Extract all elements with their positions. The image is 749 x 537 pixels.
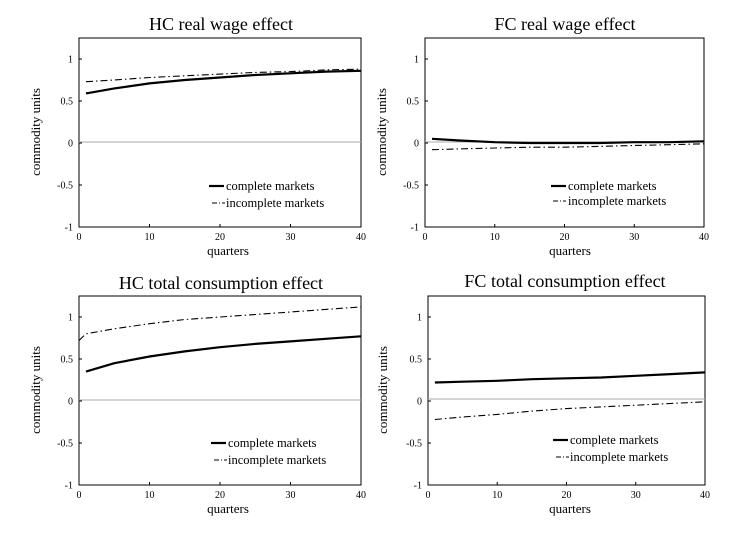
series-line-complete-markets bbox=[431, 137, 705, 145]
x-tick-label: 20 bbox=[560, 232, 570, 243]
panel-fc-total-consumption: FC total consumption effect -1-0.500.51 … bbox=[375, 271, 710, 516]
x-tick-label: 10 bbox=[145, 232, 155, 243]
y-axis-ticks: -1 -0.5 0 0.5 1 bbox=[57, 313, 82, 492]
series-layer bbox=[434, 371, 706, 421]
legend-label-complete: complete markets bbox=[228, 436, 317, 450]
x-axis-label: quarters bbox=[549, 501, 591, 516]
x-tick-label: 20 bbox=[562, 490, 572, 501]
x-tick-label: 30 bbox=[629, 232, 639, 243]
x-tick-label: 40 bbox=[699, 232, 709, 243]
y-tick-label: -1 bbox=[414, 481, 422, 492]
y-axis-ticks: -1 -0.5 0 0.5 1 bbox=[57, 55, 82, 234]
series-layer bbox=[431, 137, 705, 151]
y-axis-label: commodity units bbox=[28, 88, 43, 176]
y-axis-ticks: -1 -0.5 0 0.5 1 bbox=[406, 313, 431, 492]
x-tick-label: 40 bbox=[356, 232, 366, 243]
series-line-incomplete-markets bbox=[431, 143, 705, 151]
y-axis-label: commodity units bbox=[374, 88, 389, 176]
legend-label-complete: complete markets bbox=[568, 179, 657, 193]
y-axis-label: commodity units bbox=[28, 346, 43, 434]
y-tick-label: 1 bbox=[68, 313, 73, 324]
y-tick-label: -1 bbox=[65, 481, 73, 492]
legend-label-complete: complete markets bbox=[226, 179, 315, 193]
y-axis-label: commodity units bbox=[375, 346, 390, 434]
y-tick-label: 0.5 bbox=[410, 355, 423, 366]
panel-title: FC real wage effect bbox=[494, 14, 635, 34]
panel-hc-real-wage: HC real wage effect -1 -0.5 0 0.5 1 0 10 20 30 4… bbox=[28, 14, 366, 258]
x-axis-label: quarters bbox=[207, 501, 249, 516]
y-tick-label: 0.5 bbox=[61, 97, 74, 108]
y-tick-label: 0 bbox=[417, 397, 422, 408]
y-tick-label: 0 bbox=[414, 139, 419, 150]
y-tick-label: 1 bbox=[417, 313, 422, 324]
y-tick-label: 1 bbox=[414, 55, 419, 66]
panel-title: FC total consumption effect bbox=[464, 271, 665, 291]
panel-title: HC total consumption effect bbox=[119, 273, 323, 293]
y-tick-label: -0.5 bbox=[57, 439, 73, 450]
x-tick-label: 20 bbox=[215, 232, 225, 243]
x-tick-label: 30 bbox=[286, 490, 296, 501]
y-tick-label: -0.5 bbox=[406, 439, 422, 450]
panel-fc-real-wage: FC real wage effect -1 -0.5 0 0.5 1 0 10 20 30 4… bbox=[374, 14, 709, 258]
series-line-incomplete-markets bbox=[434, 401, 706, 421]
y-tick-label: -0.5 bbox=[403, 181, 419, 192]
x-axis-ticks: 0 10 20 30 40 bbox=[77, 224, 366, 243]
series-layer bbox=[85, 68, 362, 95]
y-tick-label: 1 bbox=[68, 55, 73, 66]
legend: complete markets incomplete markets bbox=[209, 179, 324, 210]
y-axis-ticks: -1 -0.5 0 0.5 1 bbox=[403, 55, 428, 234]
x-tick-label: 10 bbox=[145, 490, 155, 501]
x-tick-label: 0 bbox=[77, 232, 82, 243]
x-axis-label: quarters bbox=[207, 243, 249, 258]
x-axis-ticks: 0 10 20 30 40 bbox=[426, 482, 710, 501]
x-tick-label: 30 bbox=[631, 490, 641, 501]
x-tick-label: 10 bbox=[490, 232, 500, 243]
y-tick-label: 0 bbox=[68, 139, 73, 150]
x-axis-ticks: 0 10 20 30 40 bbox=[77, 482, 366, 501]
x-tick-label: 40 bbox=[700, 490, 710, 501]
x-axis-ticks: 0 10 20 30 40 bbox=[423, 224, 709, 243]
y-tick-label: -1 bbox=[411, 223, 419, 234]
panel-hc-total-consumption: HC total consumption effect -1-0.500.51 … bbox=[28, 273, 366, 516]
x-tick-label: 20 bbox=[215, 490, 225, 501]
x-tick-label: 0 bbox=[426, 490, 431, 501]
legend-label-incomplete: incomplete markets bbox=[228, 453, 326, 467]
x-tick-label: 0 bbox=[423, 232, 428, 243]
legend: complete markets incomplete markets bbox=[553, 433, 668, 464]
y-tick-label: 0.5 bbox=[407, 97, 420, 108]
legend-label-complete: complete markets bbox=[570, 433, 659, 447]
y-tick-label: -0.5 bbox=[57, 181, 73, 192]
panel-title: HC real wage effect bbox=[149, 14, 293, 34]
legend: complete markets incomplete markets bbox=[211, 436, 326, 467]
legend: complete markets incomplete markets bbox=[551, 179, 666, 208]
x-tick-label: 0 bbox=[77, 490, 82, 501]
series-line-incomplete-markets bbox=[78, 306, 362, 341]
series-layer bbox=[78, 306, 362, 373]
y-tick-label: -1 bbox=[65, 223, 73, 234]
legend-label-incomplete: incomplete markets bbox=[570, 450, 668, 464]
y-tick-label: 0.5 bbox=[61, 355, 74, 366]
series-line-complete-markets bbox=[434, 371, 706, 384]
legend-label-incomplete: incomplete markets bbox=[568, 194, 666, 208]
series-line-complete-markets bbox=[85, 335, 362, 373]
legend-label-incomplete: incomplete markets bbox=[226, 196, 324, 210]
x-axis-label: quarters bbox=[549, 243, 591, 258]
x-tick-label: 10 bbox=[492, 490, 502, 501]
x-tick-label: 40 bbox=[356, 490, 366, 501]
y-tick-label: 0 bbox=[68, 397, 73, 408]
series-line-incomplete-markets bbox=[85, 68, 362, 83]
x-tick-label: 30 bbox=[286, 232, 296, 243]
series-line-complete-markets bbox=[85, 69, 362, 95]
